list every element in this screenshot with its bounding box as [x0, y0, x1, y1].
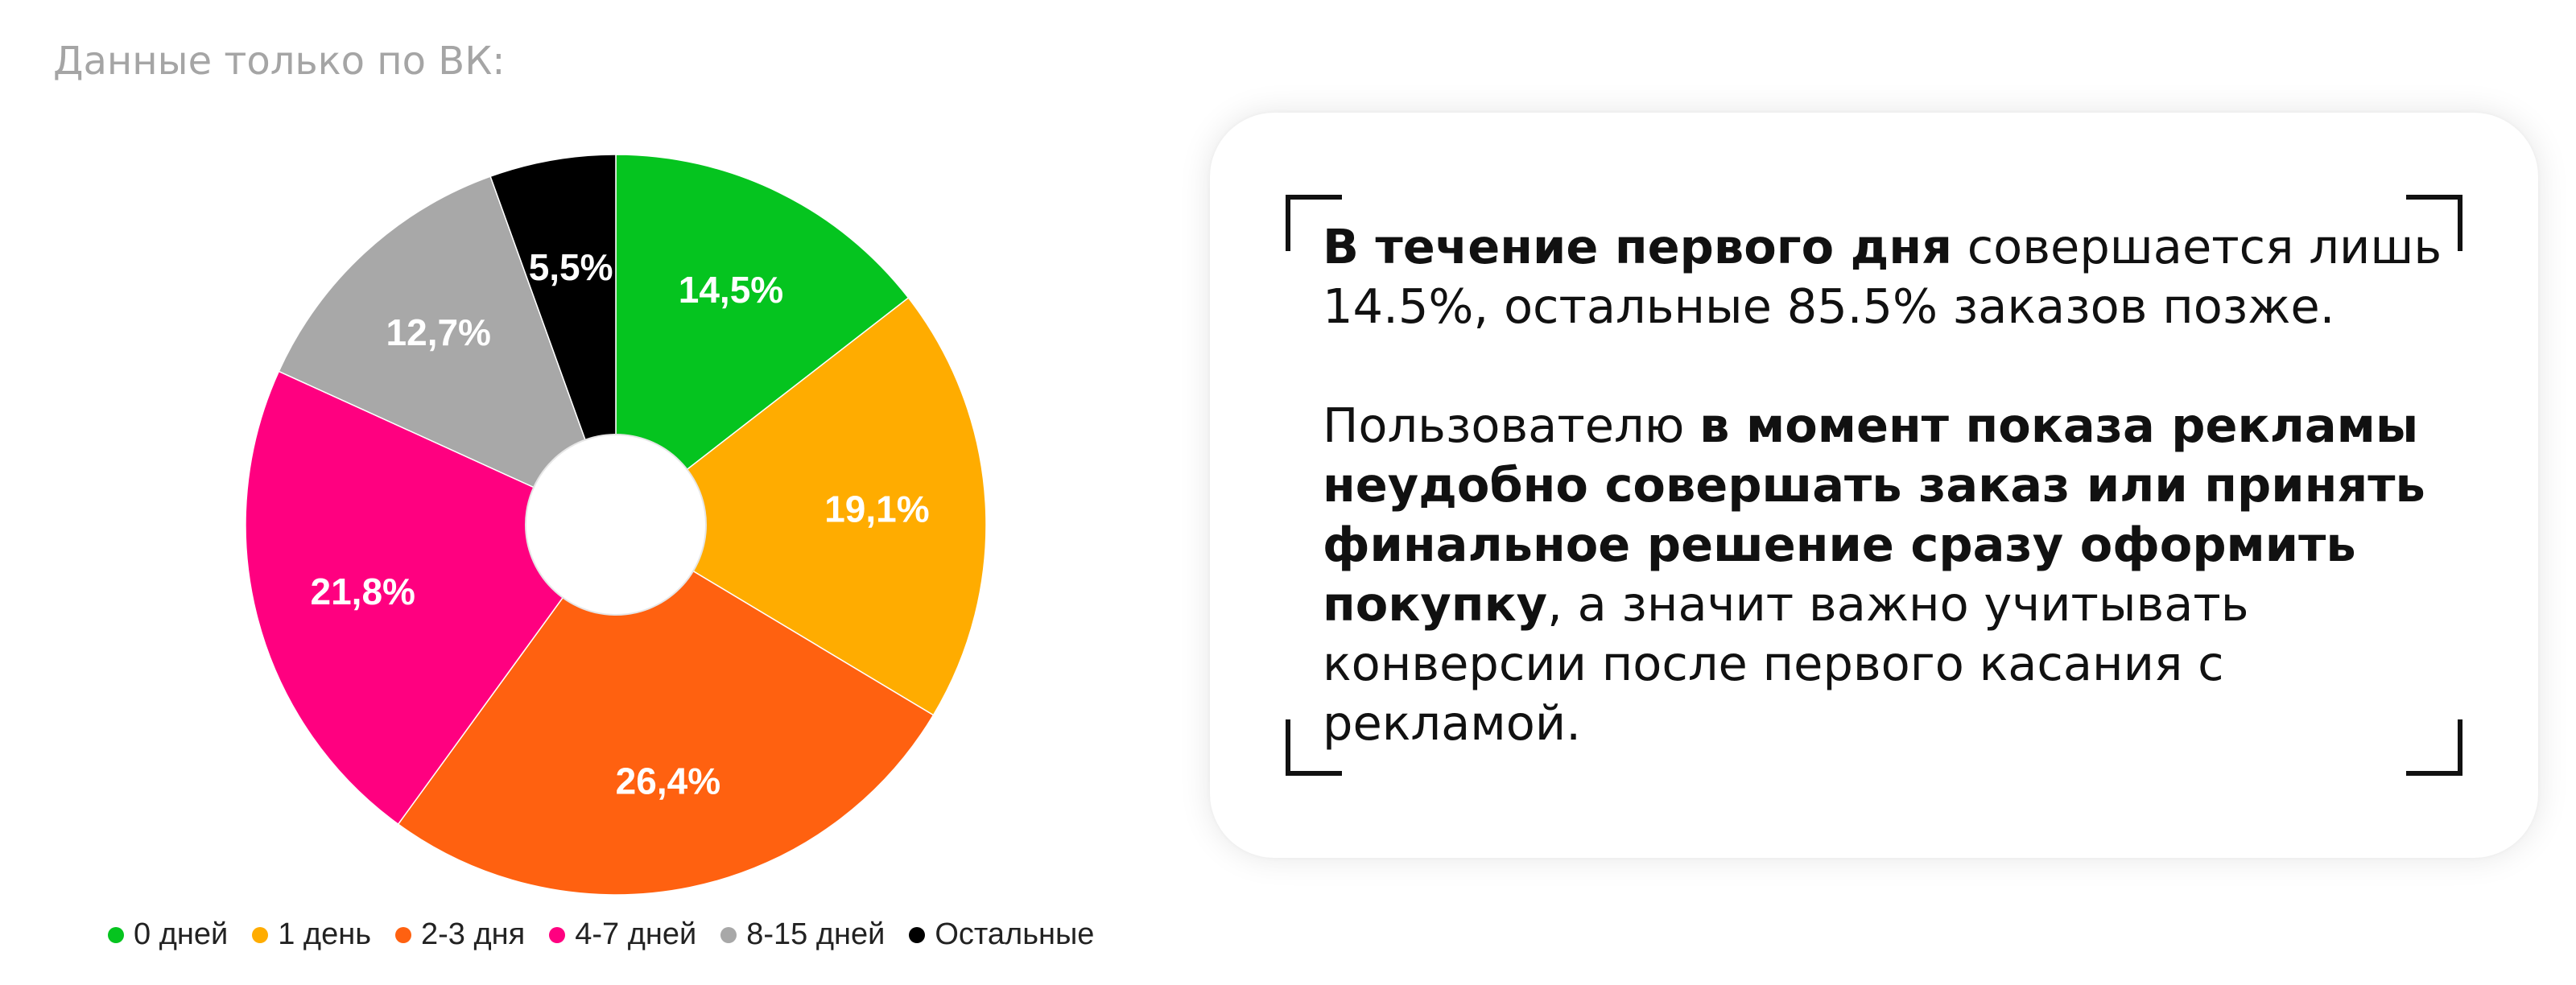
slice-label-4: 21,8% [311, 571, 415, 612]
pie-slice-2 [614, 297, 987, 716]
legend-dot-icon [395, 926, 411, 943]
frame-corner-bottom-left [1286, 719, 1342, 776]
legend-dot-icon [549, 926, 566, 943]
legend-item-1: 0 дней [108, 917, 228, 952]
legend-item-5: 8-15 дней [720, 917, 885, 952]
insight-p1-bold: В течение первого дня [1323, 219, 1952, 274]
insight-paragraph-2: Пользователю в момент показа рекламы неу… [1323, 396, 2474, 753]
pie-slice-3 [397, 524, 935, 896]
legend-dot-icon [108, 926, 124, 943]
insight-paragraph-1: В течение первого дня совершается лишь 1… [1323, 217, 2474, 336]
legend-label: Остальные [935, 917, 1095, 951]
insight-p2-text: , а значит важно учитывать конверсии пос… [1323, 576, 2249, 751]
pie-slice-5 [278, 175, 617, 526]
chart-data-labels: 14,5% 19,1% 26,4% 21,8% 12,7% 5,5% [311, 246, 930, 802]
insight-p2-start: Пользователю [1323, 398, 1700, 453]
donut-chart: 14,5% 19,1% 26,4% 21,8% 12,7% 5,5% [245, 154, 987, 896]
chart-slices [245, 154, 987, 896]
frame-corner-top-right [2406, 195, 2462, 251]
frame-corner-top-left [1286, 195, 1342, 251]
slice-label-3: 26,4% [616, 760, 720, 802]
pie-slice-4 [245, 370, 617, 826]
donut-hole [525, 434, 707, 616]
insight-p1-text: совершается лишь 14.5%, остальные 85.5% … [1323, 219, 2442, 334]
legend-item-2: 1 день [252, 917, 371, 952]
legend-item-6: Остальные [909, 917, 1094, 952]
legend-label: 2-3 дня [421, 917, 526, 951]
insight-p2-bold: в момент показа рекламы неудобно соверша… [1323, 398, 2425, 632]
slice-label-1: 14,5% [679, 269, 783, 311]
chart-subtitle: Данные только по ВК: [53, 39, 506, 84]
legend-item-4: 4-7 дней [549, 917, 696, 952]
chart-legend: 0 дней 1 день 2-3 дня 4-7 дней 8-15 дней Оста… [108, 917, 1118, 952]
legend-label: 0 дней [134, 917, 229, 951]
legend-label: 4-7 дней [575, 917, 697, 951]
legend-dot-icon [909, 926, 926, 943]
legend-dot-icon [720, 926, 737, 943]
slice-label-5: 12,7% [386, 311, 491, 353]
slice-label-6: 5,5% [529, 246, 613, 288]
insight-card: В течение первого дня совершается лишь 1… [1210, 113, 2538, 858]
legend-item-3: 2-3 дня [395, 917, 525, 952]
pie-slice-6 [489, 154, 617, 525]
frame-corner-bottom-right [2406, 719, 2462, 776]
slice-label-2: 19,1% [824, 488, 929, 530]
legend-label: 1 день [278, 917, 371, 951]
legend-dot-icon [252, 926, 269, 943]
legend-label: 8-15 дней [746, 917, 886, 951]
pie-slice-1 [615, 154, 910, 526]
insight-text: В течение первого дня совершается лишь 1… [1323, 217, 2474, 753]
